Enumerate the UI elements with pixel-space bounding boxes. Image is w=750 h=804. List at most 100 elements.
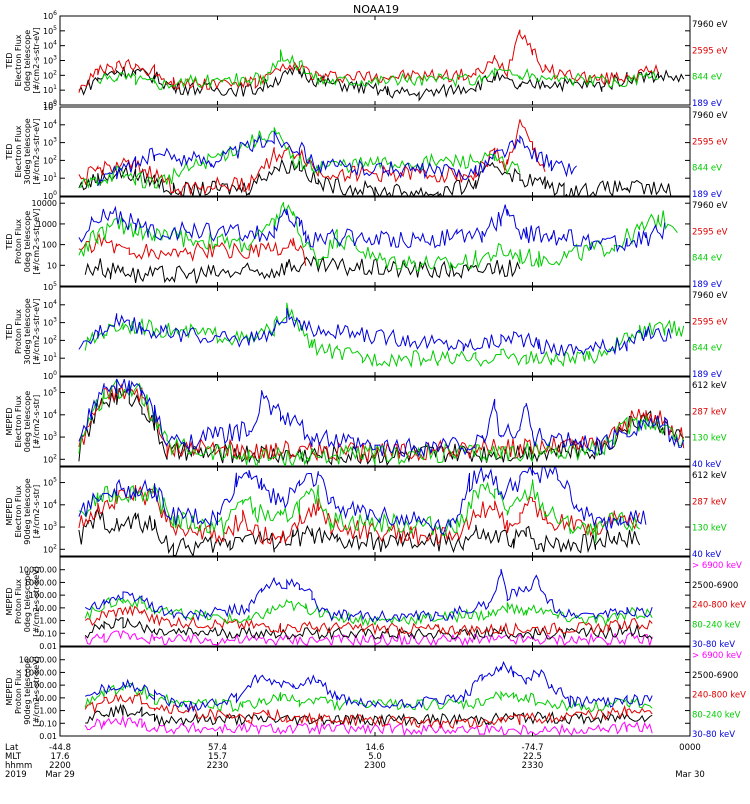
legend-entry: 40 keV	[692, 460, 721, 470]
series-line-240-800-kev	[84, 604, 653, 637]
y-tick-label: 100	[43, 190, 57, 201]
series-line-7960-ev	[84, 255, 521, 284]
series-line--6900-kev	[84, 630, 653, 646]
x-tick-label: 57.4	[208, 743, 227, 753]
y-tick-label: 0.10	[39, 719, 57, 728]
legend-entry: > 6900 keV	[692, 561, 742, 571]
y-axis-label-line: [#/cm2-s-str-eV]	[32, 208, 41, 274]
y-tick-label: 105	[43, 101, 57, 112]
y-tick-label: 101	[43, 352, 57, 363]
y-tick-label: 1000	[37, 220, 57, 229]
y-tick-label: 102	[43, 154, 57, 165]
y-tick-label: 105	[43, 25, 57, 36]
series-line-287-kev	[78, 485, 641, 546]
y-tick-label: 1.00	[39, 617, 57, 626]
y-tick-label: 103	[43, 137, 57, 148]
legend-entry: 2595 eV	[692, 46, 728, 56]
x-tick-label: 17.6	[51, 752, 70, 762]
y-axis-label-line: [#/cm2-s-str]	[32, 485, 41, 538]
legend-entry: 30-80 keV	[692, 730, 735, 740]
series-line-844-ev	[97, 49, 659, 90]
y-axis-label-line: 0deg telescope	[23, 30, 32, 91]
y-axis-label-line: Proton Flux	[14, 669, 23, 714]
y-axis-label-line: [#/cm2-s-str]	[32, 395, 41, 448]
y-tick-label: 103	[43, 521, 57, 532]
x-tick-label: 5.0	[368, 752, 382, 762]
series-line-189-ev	[78, 307, 672, 357]
y-axis-label-line: Proton Flux	[14, 309, 23, 354]
y-tick-label: 102	[43, 334, 57, 345]
legend-entry: 189 eV	[692, 370, 722, 380]
y-tick-label: 105	[43, 281, 57, 292]
y-axis-label: TEDElectron Flux0deg telescope[#/cm2-s-s…	[5, 27, 41, 93]
y-tick-label: 0.10	[39, 629, 57, 638]
legend-entry: 2500-6900	[692, 581, 738, 591]
y-axis-label-line: [#/cm2-s-str-keV]	[32, 566, 41, 637]
y-tick-label: 102	[43, 69, 57, 80]
legend-entry: 240-800 keV	[692, 691, 746, 701]
y-axis-label-line: 0deg telescope	[23, 211, 32, 272]
y-tick-label: 102	[43, 543, 57, 554]
legend-entry: 7960 eV	[692, 201, 728, 211]
y-tick-label: 10	[47, 261, 57, 270]
legend-entry: 30-80 keV	[692, 640, 735, 650]
x-tick-label: 2330	[522, 761, 544, 771]
legend-entry: 40 keV	[692, 550, 721, 560]
y-axis-label-line: MEPED	[5, 588, 14, 616]
y-axis-label-line: Electron Flux	[14, 485, 23, 537]
y-axis-label-line: Electron Flux	[14, 395, 23, 447]
series-line-2500-6900	[85, 703, 653, 727]
y-axis-label-line: 0deg telescope	[23, 571, 32, 632]
y-tick-label: 104	[43, 299, 57, 310]
series-line-844-ev	[78, 127, 521, 189]
y-axis-label-line: Electron Flux	[14, 125, 23, 177]
y-tick-label: 1000.00	[24, 578, 57, 587]
y-tick-label: 104	[43, 119, 57, 130]
series-line-612-kev	[78, 506, 641, 556]
series-group	[78, 467, 647, 556]
x-tick-label: 2230	[207, 761, 229, 771]
legend-entry: 612 keV	[692, 471, 727, 481]
y-axis-label-line: 0deg telescope	[23, 391, 32, 452]
legend-entry: 844 eV	[692, 164, 722, 174]
series-line-240-800-kev	[84, 692, 653, 730]
legend-entry: 2500-6900	[692, 671, 738, 681]
series-group	[78, 302, 685, 369]
series-line-130-kev	[78, 379, 685, 466]
x-tick-label: 0000	[679, 743, 701, 753]
legend-entry: 130 keV	[692, 524, 727, 534]
series-line-2595-ev	[78, 29, 659, 93]
series-line-189-ev	[78, 204, 666, 253]
y-axis-label-line: TED	[5, 143, 14, 160]
y-axis-label: MEPEDProton Flux90deg telescope[#/cm2-s-…	[5, 656, 41, 727]
legend-entry: 130 keV	[692, 434, 727, 444]
y-axis-label-line: 30deg telescope	[23, 298, 32, 365]
x-tick-label: 14.6	[366, 743, 385, 753]
y-tick-label: 104	[43, 409, 57, 420]
y-axis-label: MEPEDProton Flux0deg telescope[#/cm2-s-s…	[5, 566, 41, 637]
legend-entry: 287 keV	[692, 497, 727, 507]
y-axis-label-line: 90deg telescope	[23, 478, 32, 545]
series-line-40-kev	[78, 378, 685, 458]
x-tick-label: 15.7	[208, 752, 227, 762]
series-group	[78, 29, 685, 102]
x-tick-label: 2300	[364, 761, 386, 771]
y-tick-label: 103	[43, 431, 57, 442]
y-tick-label: 101	[43, 84, 57, 95]
legend-entry: 844 eV	[692, 254, 722, 264]
y-tick-label: 0.01	[39, 732, 57, 741]
x-row-label: MLT	[5, 752, 22, 762]
y-axis-label: TEDElectron Flux30deg telescope[#/cm2-s-…	[5, 118, 41, 185]
legend-entry: 7960 eV	[692, 20, 728, 30]
legend-entry: 240-800 keV	[692, 601, 746, 611]
legend-entry: 189 eV	[692, 280, 722, 290]
y-axis-label-line: MEPED	[5, 498, 14, 526]
